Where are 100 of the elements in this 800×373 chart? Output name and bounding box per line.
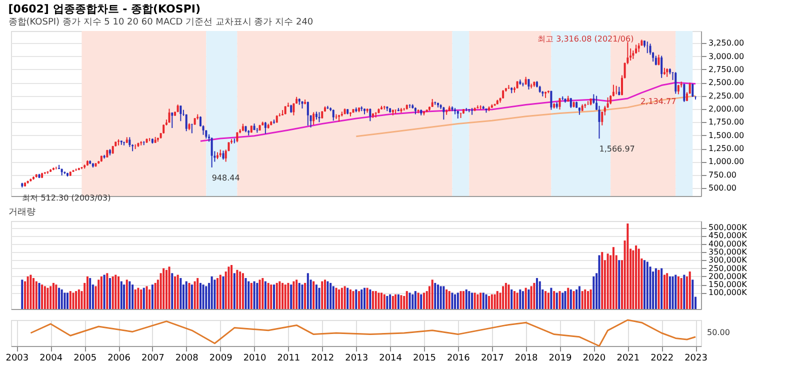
bar [494,294,496,309]
candlestick [550,90,552,110]
bar [262,278,264,309]
bar [180,278,182,309]
annotation: 2,134.77 [640,96,676,106]
bar [480,292,482,309]
bar [668,276,671,309]
bar [98,280,100,309]
x-tick-label: 2018 [514,354,538,364]
x-tick-label: 2017 [480,354,504,364]
y-tick-label: 2,000.00 [708,104,744,114]
bar [219,274,222,309]
bar [456,292,459,309]
bar [417,292,420,309]
bar [100,276,102,309]
bar [103,274,106,309]
x-tick-label: 2022 [650,354,674,364]
bar [188,282,190,309]
bar [321,281,324,309]
bar [490,294,493,309]
bar [612,247,614,309]
bar [55,284,58,309]
bar [214,280,216,309]
bar [151,284,154,309]
bar [601,252,604,309]
bar [692,280,694,309]
bar [128,281,131,309]
bar [194,281,196,309]
bar [448,291,450,309]
bar [199,282,202,309]
bar [301,284,304,309]
bar [437,284,440,309]
bar [508,284,510,309]
bar [123,284,125,309]
bar [366,288,368,309]
bar [392,296,394,309]
bar [287,282,290,309]
bar [344,286,346,309]
bar [326,281,329,309]
x-tick-label: 2020 [582,354,606,364]
bar [406,291,408,309]
y-tick-label: 1,750.00 [708,118,744,127]
bar [465,289,468,309]
y-tick-label: 200,000K [708,272,748,281]
bar [248,281,250,309]
bar [564,291,566,309]
bar [386,296,388,309]
bar [148,289,151,309]
bar [332,286,334,309]
candlestick [658,54,660,66]
bar [533,282,536,309]
bar [516,292,518,309]
y-tick-label: 2,250.00 [708,91,744,100]
chart-subtitle: 거래량 [8,207,36,218]
chart-title: [0602] 업종종합차트 - 종합(KOSPI) [8,2,201,16]
candlestick [683,83,686,102]
bar [476,294,479,309]
bar [233,273,236,309]
bar [442,286,445,309]
y-tick-label: 150,000K [708,280,748,290]
bar [276,282,278,309]
bar [638,248,640,309]
y-tick-label: 100,000K [708,288,748,298]
bar [397,294,400,309]
bar [576,289,578,309]
y-tick-label: 1,000.00 [708,157,744,166]
bar [349,289,352,309]
candlestick [306,101,309,126]
bar [118,276,120,309]
bar [165,270,168,309]
bar [32,278,34,309]
bar [26,276,29,309]
candlestick [646,41,648,54]
bar [304,282,306,309]
chart-subtitle: 종합(KOSPI) 종가 지수 5 10 20 60 MACD 기준선 교차표시 종가 지수 240 [8,17,314,28]
bar [414,291,416,309]
bar [451,292,454,309]
bar [626,223,629,309]
bar [21,280,24,309]
bar [78,289,80,309]
bar [683,274,686,309]
bar [389,294,392,309]
bar [284,284,286,309]
bar [114,274,117,309]
bar [553,291,556,309]
candlestick [180,105,182,122]
candlestick [171,112,174,128]
bar [290,284,292,309]
bar [239,272,242,309]
bar [372,291,374,309]
bar [672,276,674,309]
x-tick-label: 2003 [6,354,29,364]
bar [578,286,580,309]
bar [69,291,72,309]
bar [360,289,363,309]
candlestick [264,121,266,134]
bar [644,260,646,309]
bar [440,286,442,309]
bar [528,289,530,309]
bar [236,270,238,309]
